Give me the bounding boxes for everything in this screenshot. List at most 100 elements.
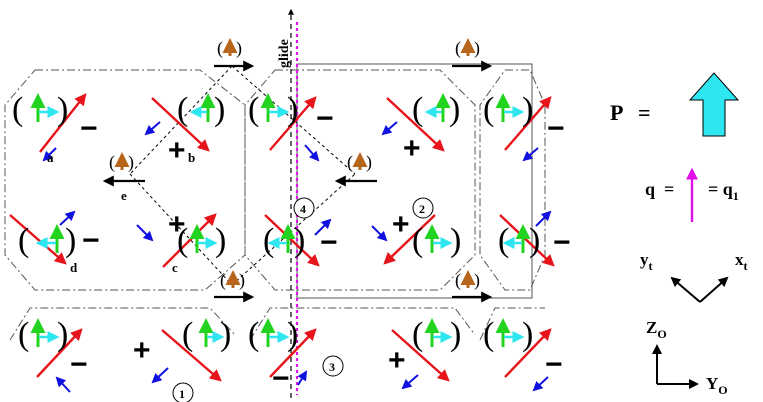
svg-text:2: 2: [419, 202, 425, 216]
minus-sign: −: [80, 112, 98, 145]
legend-q-equals: =: [664, 179, 674, 199]
svg-text:(: (: [263, 222, 274, 259]
svg-text:): ): [57, 316, 68, 353]
orange-moments: ( ) ( ) ( ) ( ) ( ) ( ): [109, 38, 480, 291]
svg-text:): ): [214, 91, 225, 128]
site-label-a: a: [47, 150, 54, 165]
cell-outlines: [4, 69, 546, 341]
circled-number-2: 2: [412, 197, 434, 219]
svg-text:(: (: [248, 316, 259, 353]
site-label-e: e: [121, 188, 127, 203]
legend-q-label: q: [645, 179, 655, 199]
cell-outline: [479, 69, 546, 291]
site-labels: a b c d e: [47, 150, 195, 275]
plus-sign: +: [392, 208, 410, 241]
svg-text:): ): [474, 270, 480, 291]
minus-sign: −: [553, 226, 571, 259]
legend-p-equals: =: [638, 100, 651, 125]
svg-text:(: (: [455, 38, 461, 59]
minus-sign: −: [316, 102, 334, 135]
svg-text:): ): [236, 38, 242, 59]
dashed-connectors: [129, 65, 356, 286]
svg-text:): ): [522, 91, 533, 128]
svg-text:): ): [287, 316, 298, 353]
glide-label: glide: [277, 39, 292, 68]
minus-sign: −: [545, 348, 563, 381]
plus-sign: +: [168, 134, 186, 167]
circled-number-3: 3: [322, 355, 344, 377]
yo-label: YO: [706, 374, 728, 397]
legend: P = q = = q1 yt xt ZO YO: [610, 72, 748, 397]
cell-outline: [249, 307, 476, 341]
svg-text:): ): [239, 270, 245, 291]
svg-text:(: (: [347, 152, 353, 173]
legend-q-rhs: = q1: [708, 179, 739, 203]
plus-sign: +: [403, 132, 421, 165]
svg-text:): ): [522, 316, 533, 353]
svg-text:(: (: [12, 91, 23, 128]
svg-text:4: 4: [300, 202, 306, 216]
yt-axis-arrow: [670, 276, 701, 303]
svg-text:): ): [128, 152, 134, 173]
circled-number-1: 1: [172, 382, 194, 402]
minus-sign: −: [547, 112, 565, 145]
moment-groups: ( ) ( ) ( ) ( ) (: [9, 91, 555, 382]
svg-text:): ): [65, 222, 76, 259]
svg-text:(: (: [248, 91, 259, 128]
svg-text:(: (: [182, 316, 193, 353]
svg-text:(: (: [412, 91, 423, 128]
svg-text:(: (: [455, 270, 461, 291]
svg-text:): ): [450, 316, 461, 353]
cell-outline: [4, 69, 246, 291]
cell-outline: [244, 69, 476, 291]
site-label-c: c: [172, 260, 178, 275]
p-arrow-icon: [688, 72, 740, 137]
svg-text:): ): [529, 222, 540, 259]
svg-text:(: (: [412, 316, 423, 353]
plus-sign: +: [168, 208, 186, 241]
svg-text:): ): [366, 152, 372, 173]
svg-text:): ): [294, 222, 305, 259]
minus-sign: −: [272, 362, 290, 395]
translation-arrows: [102, 60, 493, 303]
circled-number-4: 4: [293, 197, 315, 219]
svg-text:(: (: [220, 270, 226, 291]
blue-arrows: [42, 121, 552, 393]
svg-text:(: (: [498, 222, 509, 259]
minus-sign: −: [320, 226, 338, 259]
svg-text:(: (: [412, 222, 423, 259]
cell-outline: [479, 307, 545, 341]
svg-text:): ): [449, 91, 460, 128]
svg-text:): ): [215, 222, 226, 259]
minus-sign: −: [82, 224, 100, 257]
circled-numbers: 4 2 3 1: [172, 197, 434, 402]
minus-sign: −: [70, 348, 88, 381]
xt-axis-arrow: [699, 276, 729, 303]
sign-labels: − + − + − − + − + − − + − + −: [70, 102, 571, 395]
svg-text:): ): [220, 316, 231, 353]
legend-p-label: P: [610, 100, 623, 125]
site-label-d: d: [70, 260, 78, 275]
yt-label: yt: [640, 250, 653, 273]
svg-text:(: (: [18, 222, 29, 259]
xt-label: xt: [735, 250, 748, 273]
svg-text:(: (: [217, 38, 223, 59]
svg-text:(: (: [18, 316, 29, 353]
site-label-b: b: [188, 150, 195, 165]
svg-text:): ): [474, 38, 480, 59]
svg-text:): ): [450, 222, 461, 259]
svg-text:(: (: [483, 316, 494, 353]
svg-text:1: 1: [179, 387, 185, 401]
zo-label: ZO: [646, 318, 667, 341]
plus-sign: +: [388, 344, 406, 377]
cell-outline: [9, 307, 236, 341]
svg-text:3: 3: [329, 360, 335, 374]
svg-text:(: (: [177, 91, 188, 128]
svg-text:(: (: [483, 91, 494, 128]
svg-text:(: (: [177, 222, 188, 259]
svg-text:): ): [287, 91, 298, 128]
svg-text:(: (: [109, 152, 115, 173]
svg-text:): ): [57, 91, 68, 128]
plus-sign: +: [133, 334, 151, 367]
